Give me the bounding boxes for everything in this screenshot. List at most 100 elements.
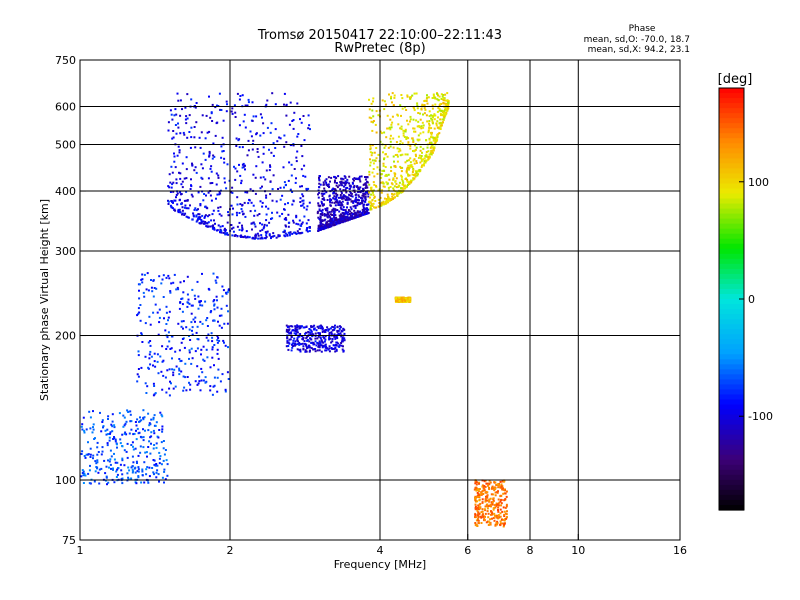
echo-point (204, 215, 206, 218)
echo-point (491, 513, 494, 516)
echo-point (196, 325, 199, 328)
echo-point (217, 174, 220, 177)
echo-point (433, 127, 436, 130)
echo-point (387, 195, 389, 198)
echo-point (160, 463, 163, 466)
echo-point (296, 343, 299, 346)
echo-point (355, 215, 358, 218)
echo-point (105, 465, 108, 468)
echo-point (328, 337, 331, 339)
echo-point (184, 212, 187, 215)
echo-point (106, 428, 109, 431)
echo-point (329, 201, 332, 204)
echo-point (315, 344, 318, 347)
echo-point (134, 466, 137, 469)
echo-point (198, 375, 201, 378)
colorbar-segment (719, 153, 744, 159)
echo-point (288, 123, 291, 126)
echo-point (321, 331, 324, 333)
echo-point (407, 164, 410, 167)
echo-point (305, 345, 308, 348)
echo-point (172, 281, 175, 284)
echo-point (340, 180, 343, 183)
echo-point (341, 197, 344, 200)
echo-point (325, 223, 328, 226)
echo-point (314, 340, 317, 343)
echo-point (494, 494, 497, 497)
echo-point (410, 164, 413, 167)
echo-point (401, 179, 404, 182)
echo-point (332, 224, 335, 227)
echo-point (163, 468, 166, 471)
echo-point (354, 204, 357, 207)
echo-point (397, 123, 400, 126)
echo-point (147, 481, 150, 484)
echo-point (411, 137, 414, 140)
echo-point (312, 348, 315, 351)
echo-point (175, 113, 178, 116)
echo-point (368, 98, 370, 101)
echo-point (181, 186, 184, 189)
echo-point (194, 380, 197, 383)
echo-point (323, 336, 326, 339)
echo-point (188, 351, 191, 354)
echo-point (120, 469, 123, 472)
echo-point (379, 196, 382, 199)
echo-point (177, 99, 180, 102)
echo-point (296, 348, 299, 351)
echo-point (182, 389, 185, 392)
echo-point (435, 136, 438, 139)
echo-point (165, 311, 168, 314)
echo-point (106, 483, 108, 486)
echo-point (430, 133, 433, 136)
colorbar-segment (719, 98, 744, 104)
echo-point (484, 512, 487, 515)
echo-point (424, 108, 427, 111)
y-axis-label: Stationary phase Virtual Height [km] (38, 199, 51, 401)
echo-point (200, 353, 202, 356)
echo-point (356, 211, 359, 214)
echo-point (327, 348, 330, 351)
echo-point (87, 453, 90, 456)
echo-point (116, 461, 119, 464)
echo-point (294, 327, 297, 330)
echo-point (179, 198, 181, 201)
echo-point (490, 487, 493, 490)
echo-point (222, 150, 225, 152)
echo-point (321, 211, 324, 214)
echo-point (501, 480, 504, 483)
echo-point (421, 164, 423, 167)
echo-point (142, 436, 145, 439)
echo-point (474, 513, 477, 516)
echo-point (161, 428, 164, 431)
colorbar-segment (719, 499, 744, 506)
echo-point (353, 212, 356, 215)
echo-point (274, 103, 277, 106)
echo-point (483, 508, 486, 511)
echo-point (209, 389, 212, 392)
echo-point (330, 347, 333, 349)
echo-point (350, 208, 353, 211)
echo-point (323, 330, 326, 333)
echo-point (257, 237, 260, 240)
echo-point (339, 188, 342, 191)
colorbar-segment (719, 479, 744, 486)
echo-point (355, 177, 358, 180)
echo-point (277, 188, 279, 190)
echo-point (211, 346, 214, 349)
echo-point (179, 132, 182, 135)
echo-point (238, 212, 241, 214)
echo-point (302, 202, 305, 205)
echo-point (484, 498, 487, 500)
echo-point (348, 218, 351, 221)
echo-point (430, 153, 432, 155)
echo-point (186, 136, 189, 139)
echo-point (123, 416, 126, 419)
echo-point (298, 341, 301, 344)
echo-point (192, 318, 195, 321)
echo-point (268, 234, 271, 237)
echo-point (100, 430, 103, 433)
echo-point (332, 212, 335, 215)
echo-point (486, 507, 489, 510)
echo-point (332, 210, 335, 213)
